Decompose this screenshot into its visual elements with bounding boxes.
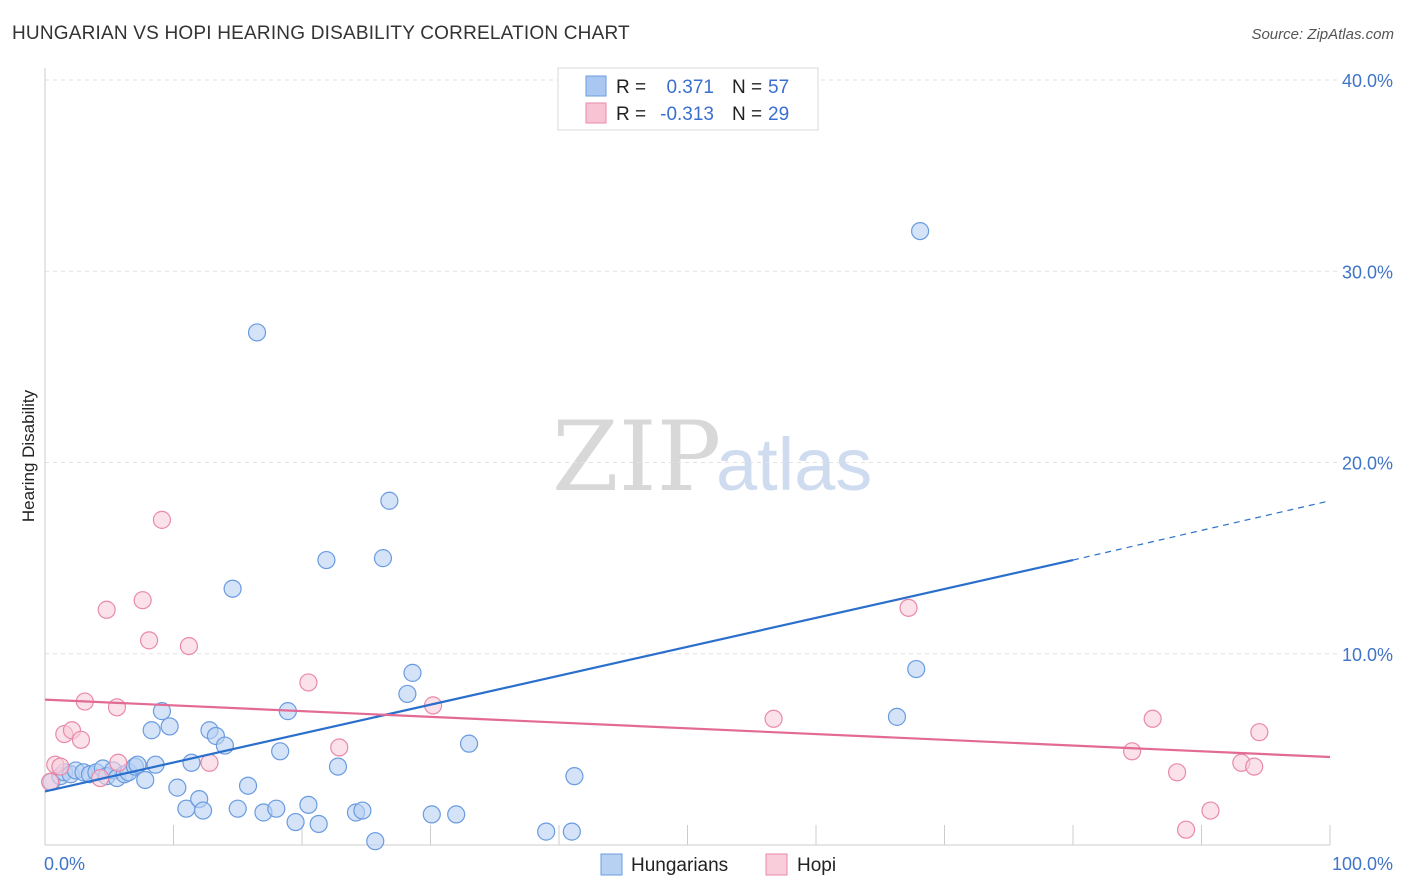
bottom-legend: Hungarians Hopi: [600, 853, 836, 876]
hungarians-point-29: [223, 579, 242, 598]
x-tick-label-0: 0.0%: [44, 854, 85, 874]
bottom-legend-swatch-hopi: [765, 853, 788, 876]
legend-n-value-2: 29: [768, 104, 789, 125]
hungarians-point-21: [168, 778, 187, 797]
hungarians-point-37: [286, 812, 305, 832]
hopi-point-22: [1143, 709, 1162, 728]
hopi-point-27: [1245, 757, 1264, 776]
hungarians-point-19: [152, 702, 172, 721]
bottom-legend-swatch-hungarians: [600, 853, 623, 876]
bottom-legend-label-hungarians: Hungarians: [631, 855, 728, 876]
legend-r-value-1: 0.371: [666, 77, 714, 98]
hopi-point-28: [1250, 723, 1269, 742]
hungarians-trend-line: [44, 558, 1074, 793]
hopi-point-20: [899, 598, 918, 617]
hungarians-point-53: [562, 822, 581, 841]
y-tick-label-0: 10.0%: [1342, 645, 1393, 665]
hopi-point-23: [1167, 763, 1187, 782]
grid-layer: [45, 79, 1338, 655]
y-tick-label-1: 20.0%: [1342, 454, 1393, 474]
hungarians-point-20: [160, 717, 179, 736]
hungarians-point-31: [238, 776, 258, 795]
x-tick-label-1: 100.0%: [1332, 854, 1393, 874]
hopi-point-5: [71, 730, 91, 749]
watermark-atlas: atlas: [716, 423, 872, 506]
y-tick-label-2: 30.0%: [1342, 262, 1393, 282]
trend-layer: [44, 500, 1331, 793]
legend-r-label-2: R =: [616, 104, 646, 125]
hungarians-point-56: [907, 659, 926, 679]
hopi-point-24: [1176, 820, 1196, 839]
legend: R = 0.371 N = 57 R = -0.313 N = 29: [557, 67, 819, 131]
hopi-point-25: [1201, 801, 1220, 820]
hungarians-point-16: [136, 770, 155, 790]
hungarians-point-47: [398, 684, 417, 704]
hopi-point-8: [97, 600, 116, 619]
hopi-point-21: [1123, 742, 1142, 761]
legend-swatch-hungarians: [585, 75, 607, 97]
axis-layer: 10.0% 20.0% 30.0% 40.0% 0.0% 100.0%: [44, 68, 1393, 874]
hopi-point-14: [179, 636, 199, 656]
chart-title: HUNGARIAN VS HOPI HEARING DISABILITY COR…: [12, 23, 630, 44]
hungarians-point-43: [353, 801, 372, 820]
hopi-trend-line: [44, 698, 1331, 759]
hopi-point-12: [139, 631, 159, 650]
hungarians-point-55: [887, 707, 907, 726]
hungarians-point-30: [228, 799, 247, 818]
legend-n-label-1: N =: [732, 77, 762, 98]
hungarians-point-44: [366, 832, 385, 851]
hungarians-point-46: [380, 491, 399, 510]
hungarians-point-49: [422, 805, 441, 824]
legend-r-label-1: R =: [616, 77, 646, 98]
hopi-point-17: [330, 738, 349, 757]
hopi-point-19: [764, 709, 783, 728]
hungarians-trend-extension: [1072, 500, 1331, 561]
hopi-point-11: [133, 591, 152, 610]
chart-source: Source: ZipAtlas.com: [1251, 26, 1394, 43]
hungarians-point-25: [193, 801, 213, 820]
hungarians-point-35: [271, 742, 290, 761]
hungarians-point-48: [403, 663, 422, 682]
hopi-point-10: [109, 753, 128, 772]
hungarians-point-40: [317, 550, 336, 570]
hungarians-point-38: [299, 795, 318, 814]
hungarians-point-50: [447, 805, 466, 824]
hungarians-point-32: [247, 323, 267, 342]
hopi-point-13: [152, 510, 172, 529]
points-layer: [41, 221, 1269, 851]
hopi-point-2: [51, 757, 70, 776]
hungarians-point-45: [373, 549, 393, 568]
hopi-point-9: [107, 698, 127, 717]
legend-swatch-hopi: [585, 102, 607, 124]
bottom-legend-label-hopi: Hopi: [797, 855, 836, 876]
hungarians-point-41: [328, 757, 348, 776]
legend-n-value-1: 57: [768, 77, 789, 98]
hungarians-point-52: [537, 822, 556, 841]
hopi-point-16: [299, 673, 318, 692]
y-axis-label: Hearing Disability: [19, 389, 38, 522]
watermark-zip: ZIP: [552, 401, 721, 513]
legend-n-label-2: N =: [732, 104, 762, 125]
hungarians-point-57: [910, 221, 930, 241]
y-tick-label-3: 40.0%: [1342, 71, 1393, 91]
hungarians-point-34: [267, 799, 286, 818]
legend-r-value-2: -0.313: [660, 104, 714, 125]
hungarians-point-39: [309, 814, 328, 834]
hungarians-point-17: [142, 721, 161, 740]
hungarians-point-51: [459, 734, 479, 753]
hungarians-point-54: [565, 767, 584, 786]
